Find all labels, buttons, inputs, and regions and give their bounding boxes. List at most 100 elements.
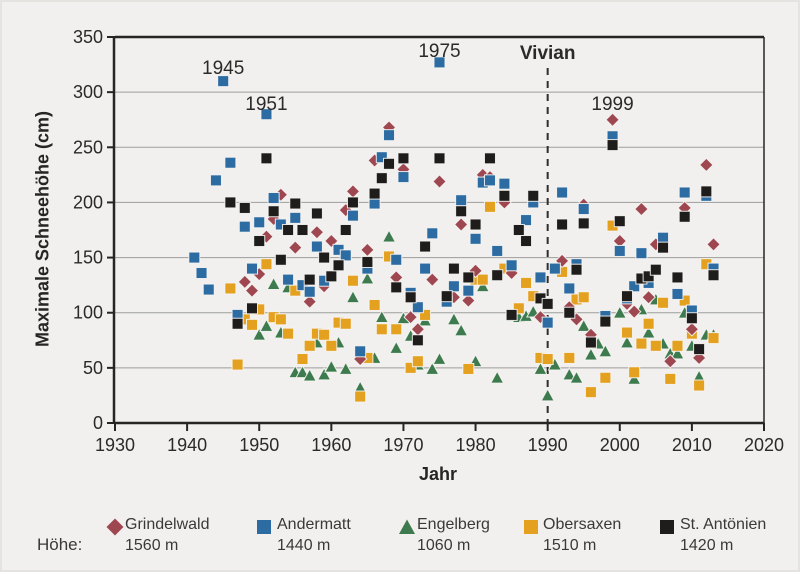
point-obersaxen (339, 317, 352, 330)
point-andermatt (483, 174, 496, 187)
point-obersaxen (628, 366, 641, 379)
point-engelberg (489, 370, 505, 384)
point-andermatt (433, 56, 446, 69)
point-st-ant-nien (700, 185, 713, 198)
annotation-1945: 1945 (202, 58, 245, 79)
point-st-ant-nien (505, 308, 518, 321)
x-tick-label: 1970 (383, 435, 423, 455)
y-axis-title: Maximale Schneehöhe (cm) (32, 110, 53, 348)
point-andermatt (534, 271, 547, 284)
point-engelberg (576, 318, 591, 332)
point-grindelwald (461, 293, 476, 308)
point-st-ant-nien (620, 290, 633, 303)
point-engelberg (345, 289, 361, 304)
point-andermatt (282, 273, 295, 286)
point-st-ant-nien (649, 263, 662, 276)
point-grindelwald (453, 217, 469, 232)
point-grindelwald (533, 309, 548, 325)
point-grindelwald (662, 353, 678, 369)
x-tick-label: 1940 (167, 435, 207, 455)
point-st-ant-nien (498, 189, 511, 202)
point-st-ant-nien (577, 217, 590, 230)
point-grindelwald (605, 112, 620, 128)
point-st-ant-nien (383, 157, 396, 170)
x-tick-label: 1990 (528, 435, 568, 455)
point-engelberg (324, 359, 339, 373)
point-obersaxen (599, 371, 612, 384)
point-st-ant-nien (491, 269, 504, 282)
point-st-ant-nien (361, 255, 374, 268)
annotation-1951: 1951 (245, 94, 288, 115)
point-st-ant-nien (368, 187, 381, 200)
point-andermatt (556, 186, 569, 199)
point-engelberg (670, 346, 685, 360)
point-engelberg (432, 351, 447, 365)
point-andermatt (671, 287, 684, 300)
point-grindelwald (237, 274, 253, 290)
point-obersaxen (671, 339, 684, 352)
point-obersaxen (375, 323, 388, 336)
point-obersaxen (678, 294, 691, 307)
point-st-ant-nien (419, 240, 432, 253)
point-st-ant-nien (325, 270, 338, 283)
x-tick-label: 1950 (239, 435, 279, 455)
point-andermatt (346, 209, 359, 222)
point-grindelwald (302, 294, 318, 309)
point-obersaxen (563, 351, 576, 364)
point-andermatt (455, 194, 468, 207)
point-andermatt (303, 285, 316, 298)
point-st-ant-nien (447, 262, 460, 275)
point-st-ant-nien (693, 343, 706, 356)
x-tick-label: 2010 (672, 435, 712, 455)
point-st-ant-nien (440, 290, 453, 303)
point-st-ant-nien (310, 207, 323, 220)
point-st-ant-nien (274, 253, 287, 266)
point-andermatt (469, 232, 482, 245)
point-grindelwald (309, 224, 325, 240)
point-engelberg (295, 364, 310, 379)
point-obersaxen (404, 361, 417, 374)
point-andermatt (368, 197, 381, 210)
point-andermatt (209, 174, 222, 187)
point-grindelwald (634, 201, 649, 217)
point-andermatt (520, 214, 533, 227)
point-st-ant-nien (606, 139, 619, 152)
point-obersaxen (246, 318, 259, 331)
point-andermatt (678, 186, 691, 199)
y-tick-label: 100 (73, 303, 103, 323)
point-st-ant-nien (390, 281, 403, 294)
point-st-ant-nien (238, 201, 251, 214)
point-engelberg (251, 327, 267, 341)
point-obersaxen (483, 200, 496, 213)
point-engelberg (316, 367, 332, 381)
point-andermatt (628, 280, 641, 293)
point-engelberg (360, 271, 375, 285)
y-tick-label: 50 (83, 358, 103, 378)
point-engelberg (598, 343, 613, 358)
point-st-ant-nien (483, 152, 496, 165)
point-engelberg (259, 318, 274, 332)
point-engelberg (569, 370, 584, 384)
point-grindelwald (626, 304, 642, 319)
point-engelberg (381, 229, 397, 243)
y-tick-label: 350 (73, 27, 103, 47)
point-obersaxen (390, 323, 403, 336)
point-andermatt (202, 283, 215, 296)
point-andermatt (238, 220, 251, 233)
point-obersaxen (649, 339, 662, 352)
point-obersaxen (296, 353, 309, 366)
point-st-ant-nien (411, 334, 424, 347)
point-st-ant-nien (584, 336, 597, 349)
point-engelberg (266, 276, 281, 290)
point-engelberg (562, 367, 577, 381)
point-engelberg (425, 361, 440, 375)
point-obersaxen (260, 258, 273, 271)
point-st-ant-nien (397, 152, 410, 165)
x-tick-label: 1930 (95, 435, 135, 455)
point-andermatt (462, 284, 475, 297)
point-andermatt (411, 301, 424, 314)
point-st-ant-nien (678, 210, 691, 223)
point-andermatt (419, 262, 432, 275)
point-andermatt (563, 282, 576, 295)
point-andermatt (390, 253, 403, 266)
